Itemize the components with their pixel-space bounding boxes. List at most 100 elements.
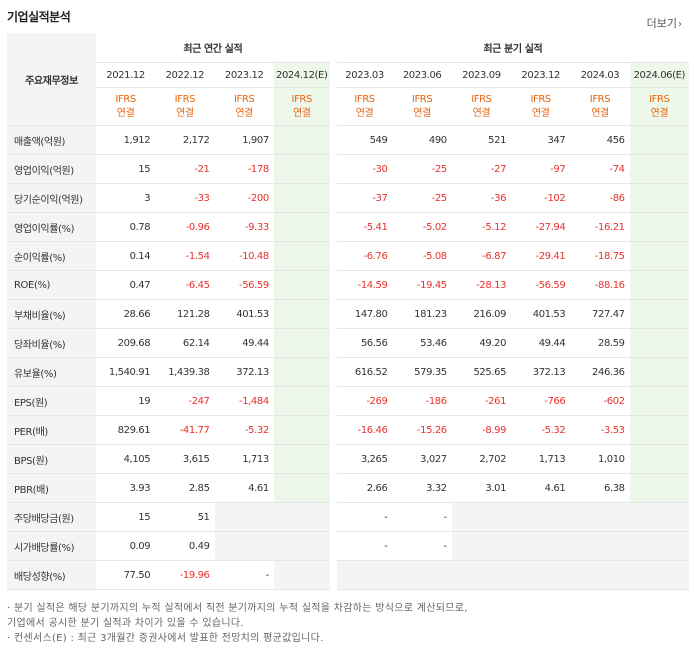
value-cell: 1,540.91: [95, 357, 156, 387]
row-label: EPS(원): [7, 386, 96, 416]
row-label-header: 주요재무정보: [7, 33, 96, 126]
ifrs-label: IFRS 연결: [629, 87, 689, 126]
value-cell: [629, 183, 689, 213]
value-cell: -: [329, 531, 393, 561]
value-cell: -6.87: [451, 241, 512, 271]
period-header: 2023.06: [392, 62, 452, 88]
row-label: 주당배당금(원): [7, 502, 96, 532]
value-cell: -14.59: [329, 270, 393, 300]
period-header: 2023.12: [214, 62, 274, 88]
value-cell: -766: [511, 386, 571, 416]
row-label: 매출액(억원): [7, 125, 96, 155]
footnote: · 컨센서스(E) : 최근 3개월간 증권사에서 발표한 전망치의 평균값입니…: [7, 633, 324, 644]
value-cell: 147.80: [329, 299, 393, 329]
value-cell: -5.41: [329, 212, 393, 242]
value-cell: 347: [511, 125, 571, 155]
table-row: ROE(%) 0.47 -6.45 -56.59 -14.59 -19.45 -28.13-…: [7, 270, 689, 300]
section-title: 기업실적분석: [7, 10, 71, 24]
value-cell: [629, 328, 689, 358]
value-cell: -56.59: [511, 270, 571, 300]
value-cell: 2.85: [155, 473, 215, 503]
value-cell: -74: [570, 154, 630, 184]
value-cell: 3,615: [155, 444, 215, 474]
value-cell: 181.23: [392, 299, 452, 329]
period-header: 2023.12: [511, 62, 571, 88]
value-cell: [629, 473, 689, 503]
row-label: BPS(원): [7, 444, 96, 474]
value-cell: -25: [392, 154, 452, 184]
value-cell: -97: [511, 154, 571, 184]
value-cell: -29.41: [511, 241, 571, 271]
period-header: 2024.03: [570, 62, 630, 88]
value-cell: -21: [155, 154, 215, 184]
ifrs-top: IFRS: [354, 93, 375, 105]
value-cell: [273, 241, 334, 271]
value-cell: -18.75: [570, 241, 630, 271]
ifrs-top: IFRS: [589, 93, 611, 105]
row-label: ROE(%): [7, 270, 96, 300]
chevron-right-icon: ›: [678, 19, 682, 30]
table-row: 당기순이익(억원) 3 -33 -200 -37 -25 -36 -102 -86: [7, 183, 689, 213]
table-row: 영업이익률(%) 0.78 -0.96 -9.33 -5.41 -5.02 -5.12 -27…: [7, 212, 689, 242]
value-cell: 3,265: [329, 444, 393, 474]
value-cell: -27.94: [511, 212, 571, 242]
value-cell: -1.54: [155, 241, 215, 271]
more-link[interactable]: 더보기›: [647, 15, 682, 31]
value-cell: -247: [155, 386, 215, 416]
value-cell: [451, 560, 512, 590]
period-header: 2024.06(E): [629, 62, 689, 88]
ifrs-label: IFRS 연결: [570, 87, 630, 126]
value-cell: 4.61: [214, 473, 274, 503]
value-cell: [629, 531, 689, 561]
value-cell: [629, 154, 689, 184]
value-cell: 15: [95, 154, 156, 184]
value-cell: [329, 560, 393, 590]
row-label: 영업이익(억원): [7, 154, 96, 184]
value-cell: [629, 241, 689, 271]
ifrs-bottom: 연결: [355, 107, 374, 119]
ifrs-label: IFRS 연결: [214, 87, 274, 126]
value-cell: [629, 212, 689, 242]
value-cell: 2,172: [155, 125, 215, 155]
table-row: 순이익률(%) 0.14 -1.54 -10.48 -6.76 -5.08 -6.87 -29…: [7, 241, 689, 271]
value-cell: [511, 502, 571, 532]
value-cell: 49.20: [451, 328, 512, 358]
period-header: 2023.03: [329, 62, 393, 88]
table-row: 유보율(%) 1,540.91 1,439.38 372.13 616.52 579.35…: [7, 357, 689, 387]
row-label: 당기순이익(억원): [7, 183, 96, 213]
value-cell: -178: [214, 154, 274, 184]
value-cell: -15.26: [392, 415, 452, 445]
value-cell: 209.68: [95, 328, 156, 358]
value-cell: [273, 357, 334, 387]
value-cell: -5.02: [392, 212, 452, 242]
value-cell: 0.09: [95, 531, 156, 561]
footnote: 기업에서 공시한 분기 실적과 차이가 있을 수 있습니다.: [7, 618, 244, 629]
value-cell: 1,713: [214, 444, 274, 474]
value-cell: [629, 415, 689, 445]
value-cell: 216.09: [451, 299, 512, 329]
row-label: 배당성향(%): [7, 560, 96, 590]
ifrs-bottom: 연결: [292, 107, 311, 119]
value-cell: 525.65: [451, 357, 512, 387]
value-cell: -25: [392, 183, 452, 213]
value-cell: [570, 560, 630, 590]
value-cell: 121.28: [155, 299, 215, 329]
value-cell: [273, 415, 334, 445]
value-cell: -28.13: [451, 270, 512, 300]
value-cell: -5.08: [392, 241, 452, 271]
value-cell: 77.50: [95, 560, 156, 590]
ifrs-label: IFRS 연결: [155, 87, 215, 126]
value-cell: 15: [95, 502, 156, 532]
value-cell: 19: [95, 386, 156, 416]
ifrs-top: IFRS: [174, 93, 196, 105]
ifrs-bottom: 연결: [413, 107, 431, 119]
ifrs-top: IFRS: [471, 93, 492, 105]
value-cell: [511, 560, 571, 590]
value-cell: [273, 444, 334, 474]
value-cell: -5.32: [511, 415, 571, 445]
value-cell: -261: [451, 386, 512, 416]
value-cell: [451, 502, 512, 532]
value-cell: [273, 183, 334, 213]
table-row: 시가배당률(%) 0.09 0.49 - -: [7, 531, 689, 561]
row-label: 유보율(%): [7, 357, 96, 387]
